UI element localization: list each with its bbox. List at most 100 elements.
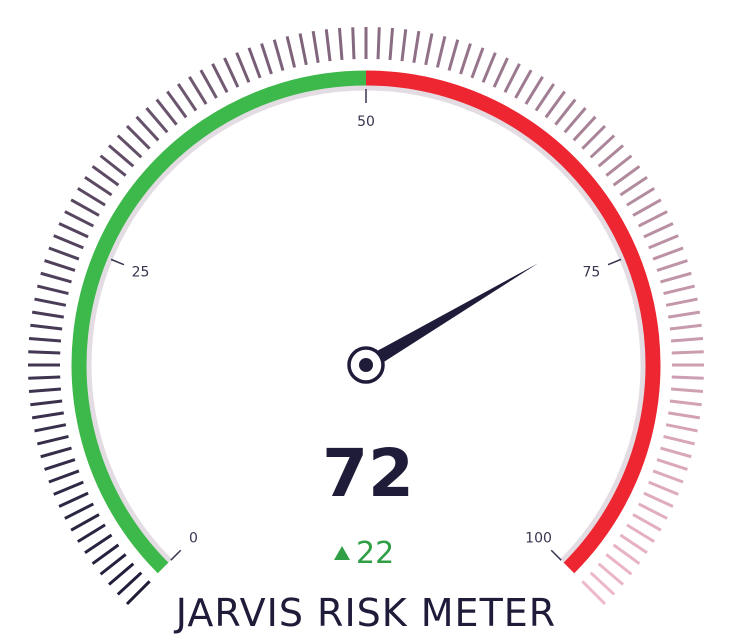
outer-tick [660,446,692,459]
delta-indicator: 22 [334,536,394,571]
outer-tick [40,446,72,459]
outer-tick [166,90,188,119]
outer-tick [581,580,607,606]
outer-tick [324,29,332,62]
outer-tick [285,35,297,68]
outer-tick [589,571,616,596]
needle [347,263,539,384]
scale-tick [110,258,125,266]
outer-tick [28,350,61,355]
outer-tick [247,47,262,79]
outer-tick [605,553,633,576]
gauge-band [365,70,661,574]
outer-tick [48,469,80,484]
outer-tick [643,491,674,508]
scale-tick-label: 100 [525,531,552,547]
outer-tick [298,33,308,66]
needle-pointer [362,263,539,372]
gauge-value: 72 [322,435,414,512]
outer-tick [554,98,577,126]
outer-tick [656,259,688,272]
outer-tick [272,39,285,71]
outer-tick [597,562,624,586]
outer-tick [503,63,521,94]
outer-tick [44,259,76,272]
outer-tick [665,297,698,307]
outer-tick-ring [28,27,704,606]
outer-tick [116,134,143,159]
outer-tick [648,480,679,496]
outer-tick [108,562,135,586]
outer-tick [589,134,616,159]
outer-tick [28,387,62,394]
outer-tick [77,523,106,543]
scale-tick-label: 25 [132,265,150,281]
outer-tick [447,39,460,71]
outer-tick [597,144,624,168]
outer-tick [116,571,143,596]
outer-tick [435,35,447,68]
outer-tick [665,423,698,433]
outer-tick [58,491,89,508]
outer-tick [311,30,320,64]
outer-tick [563,107,587,134]
outer-tick [58,222,89,239]
outer-tick [671,375,704,380]
outer-tick [44,458,76,471]
outer-tick [28,375,61,380]
outer-tick [612,543,641,565]
outer-tick [388,27,395,61]
outer-tick [663,434,696,446]
outer-tick [605,154,633,177]
outer-tick [199,69,218,99]
outer-tick [176,83,198,112]
outer-tick [637,210,668,228]
outer-tick [400,29,408,62]
outer-tick [108,144,135,168]
outer-tick [99,553,127,576]
outer-tick [145,107,169,134]
outer-tick [91,165,120,187]
outer-tick [36,434,69,446]
outer-tick [70,513,100,532]
outer-tick [656,458,688,471]
outer-tick [36,284,69,296]
outer-tick [31,411,65,420]
outer-tick [670,387,704,394]
outer-tick [337,27,344,61]
outer-tick [28,336,62,343]
outer-tick [188,76,208,105]
gauge-title: JARVIS RISK METER [174,591,556,635]
outer-tick [125,124,151,150]
triangle-up-icon [334,546,350,560]
outer-tick [34,297,67,307]
outer-tick [376,27,381,60]
scale-tick [607,258,622,266]
outer-tick [524,76,544,105]
outer-tick [632,198,662,217]
outer-tick [652,469,684,484]
outer-tick [351,27,356,60]
needle-hub-center [359,358,373,372]
outer-tick [667,310,701,319]
outer-tick [48,246,80,261]
outer-tick [481,52,497,83]
outer-tick [669,323,702,331]
outer-tick [671,350,704,355]
gauge-band [71,70,367,574]
outer-tick [211,63,229,94]
outer-tick [125,580,151,606]
outer-tick [260,43,273,75]
outer-tick [663,284,696,296]
outer-tick [669,399,702,407]
delta-value: 22 [356,536,394,571]
outer-tick [581,124,607,150]
outer-tick [34,423,67,433]
outer-tick [424,33,434,66]
outer-tick [84,175,113,197]
outer-tick [40,271,72,284]
outer-tick [64,210,95,228]
outer-tick [91,543,120,565]
outer-tick [626,523,655,543]
